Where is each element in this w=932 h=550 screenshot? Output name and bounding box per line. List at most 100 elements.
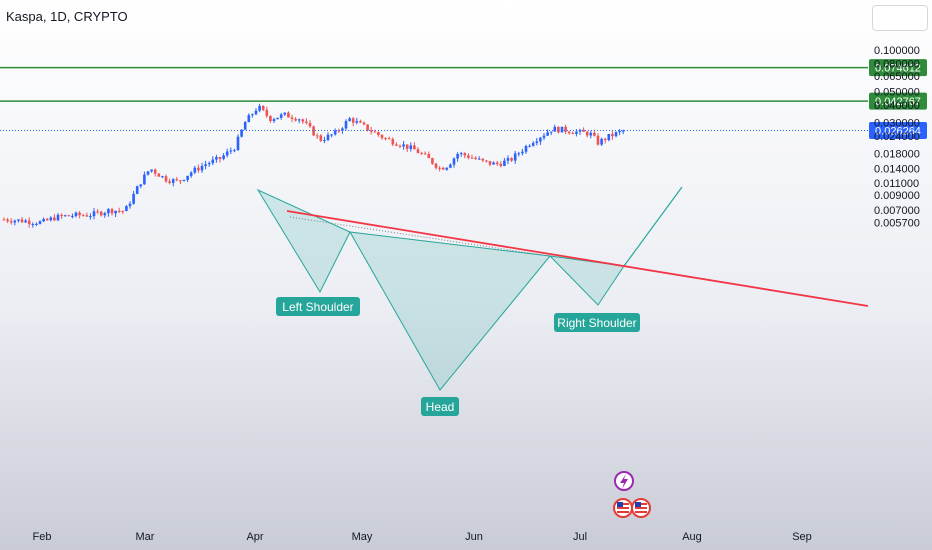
candle <box>405 144 409 153</box>
candle <box>103 211 107 218</box>
candle <box>211 156 215 166</box>
candle <box>276 117 279 120</box>
y-tick-label: 0.018000 <box>874 148 920 160</box>
candle <box>225 148 229 158</box>
y-tick-label: 0.014000 <box>874 163 920 175</box>
candle <box>301 118 305 124</box>
candle <box>254 108 258 116</box>
candle <box>477 156 481 160</box>
candle <box>513 151 517 164</box>
candle <box>531 141 535 147</box>
candle <box>585 130 589 138</box>
candle <box>35 222 38 227</box>
candle <box>348 116 351 122</box>
candle <box>6 217 9 224</box>
candle <box>272 117 276 123</box>
candle <box>557 126 560 134</box>
top-right-control[interactable] <box>872 5 928 31</box>
candle <box>204 160 207 170</box>
candle <box>38 220 42 225</box>
candle <box>560 126 564 133</box>
candle <box>74 211 78 218</box>
x-tick-label: Mar <box>136 531 155 543</box>
candle <box>53 214 56 222</box>
candle <box>207 161 211 167</box>
target-projection-line <box>623 186 683 267</box>
candle <box>290 114 294 123</box>
candle <box>373 129 377 133</box>
candle <box>323 136 326 144</box>
candle <box>409 142 413 152</box>
candle <box>117 207 121 214</box>
levels-layer: 0.074612 0.042767 0.026264 <box>0 59 927 140</box>
candle <box>261 105 265 112</box>
candle <box>132 190 135 205</box>
candle <box>308 120 312 128</box>
candle <box>236 134 240 151</box>
current-price-label: 0.026264 <box>869 122 927 140</box>
candles-layer <box>2 103 625 228</box>
candle <box>164 174 168 183</box>
candle <box>193 165 197 175</box>
candle <box>337 128 341 133</box>
candle <box>326 132 330 142</box>
candle <box>197 164 200 173</box>
candle <box>366 124 369 132</box>
candle <box>45 217 49 221</box>
candle <box>27 217 31 228</box>
candle <box>380 134 384 140</box>
us-flag-icon[interactable] <box>631 498 651 518</box>
svg-text:0.042767: 0.042767 <box>875 96 921 108</box>
candle <box>344 119 348 131</box>
lightning-icon[interactable] <box>614 471 634 491</box>
candle <box>603 137 607 144</box>
candle <box>495 160 499 166</box>
candle <box>171 178 175 187</box>
candle <box>621 129 625 135</box>
candle <box>121 210 125 215</box>
candle <box>481 158 485 163</box>
us-flag-icon[interactable] <box>613 498 633 518</box>
x-tick-label: May <box>352 531 373 543</box>
candle <box>233 148 236 153</box>
svg-text:Right Shoulder: Right Shoulder <box>557 316 636 330</box>
candle <box>222 153 225 161</box>
candle <box>427 151 431 159</box>
candle <box>182 179 186 182</box>
candle <box>179 179 182 185</box>
candle <box>143 171 146 185</box>
y-tick-label: 0.080000 <box>874 58 920 70</box>
x-tick-label: Jun <box>465 531 483 543</box>
candle <box>546 129 549 137</box>
x-tick-label: Jul <box>573 531 587 543</box>
candle <box>387 136 391 140</box>
candle <box>63 214 67 217</box>
candle <box>150 169 153 173</box>
candle <box>215 154 218 163</box>
candle <box>168 178 171 185</box>
candle <box>20 217 24 223</box>
candle <box>294 117 297 122</box>
candle <box>240 129 243 138</box>
pattern-annotation: Right Shoulder <box>554 313 640 332</box>
candle <box>485 160 488 163</box>
candle <box>614 131 618 138</box>
candle <box>395 142 398 147</box>
candle <box>60 213 63 219</box>
y-tick-label: 0.050000 <box>874 87 920 99</box>
candle <box>521 148 524 156</box>
candle <box>107 208 110 217</box>
candle <box>265 106 269 119</box>
icon-layer[interactable] <box>613 471 651 518</box>
candle <box>452 157 456 168</box>
svg-text:0.026264: 0.026264 <box>875 126 921 138</box>
candle <box>445 167 449 171</box>
candle <box>125 205 128 212</box>
candle <box>251 113 254 118</box>
candle <box>56 213 60 222</box>
x-tick-label: Sep <box>792 531 812 543</box>
candle <box>377 131 380 137</box>
candle <box>431 157 434 165</box>
